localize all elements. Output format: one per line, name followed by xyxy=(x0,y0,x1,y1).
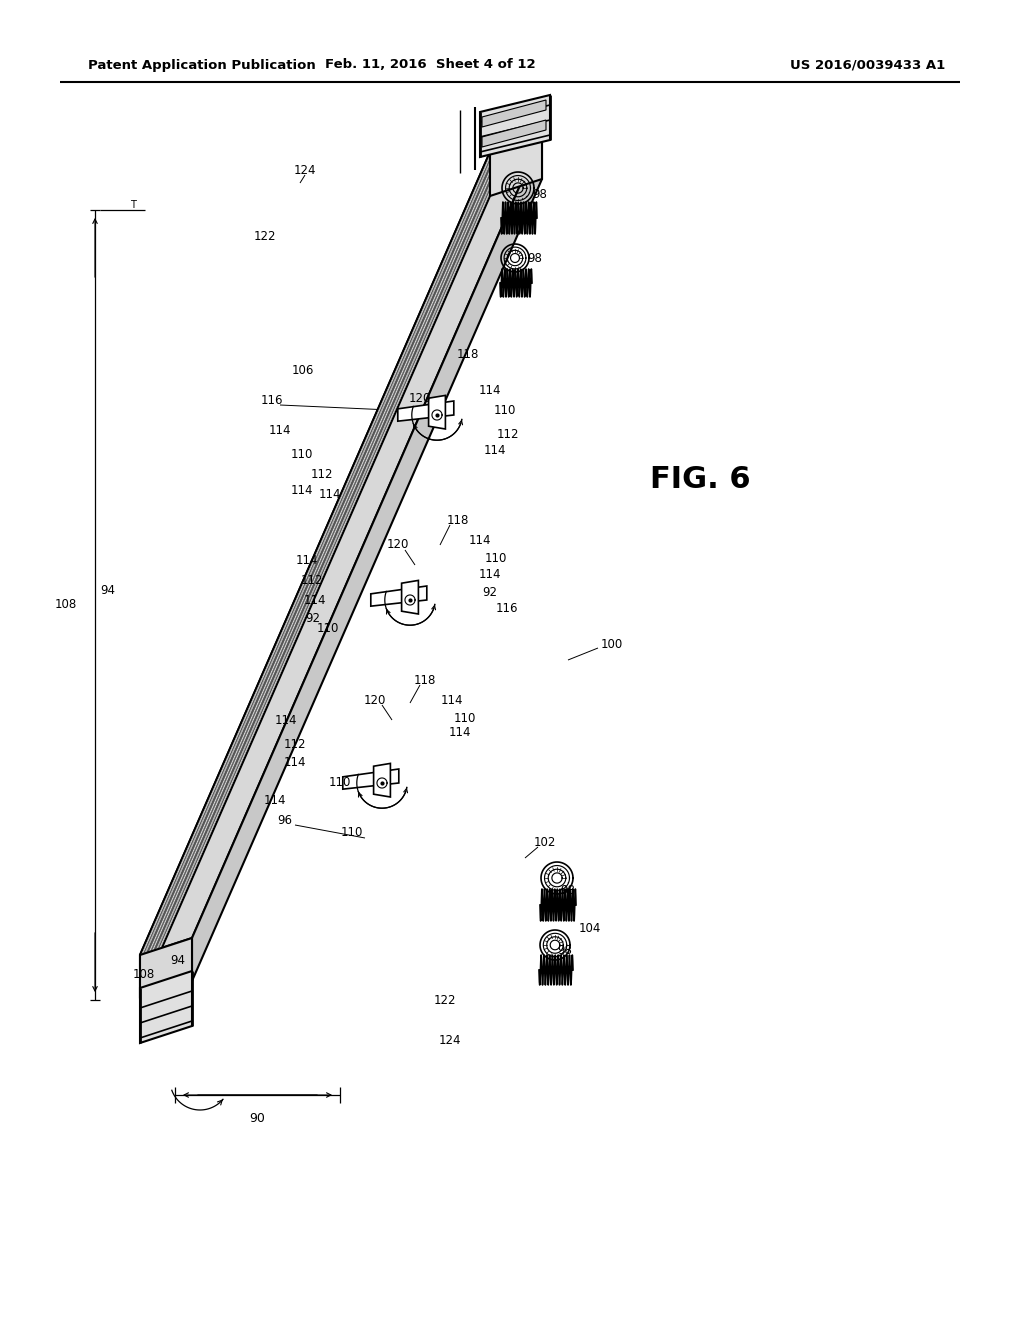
Text: 108: 108 xyxy=(54,598,77,611)
Text: 114: 114 xyxy=(274,714,297,726)
Text: 98: 98 xyxy=(527,252,543,264)
Text: 116: 116 xyxy=(261,393,284,407)
Text: 114: 114 xyxy=(469,533,492,546)
Text: 120: 120 xyxy=(387,539,410,552)
Text: 110: 110 xyxy=(484,552,507,565)
Text: 124: 124 xyxy=(294,164,316,177)
Polygon shape xyxy=(397,401,454,421)
Text: 120: 120 xyxy=(409,392,431,404)
Polygon shape xyxy=(482,120,546,147)
Text: 112: 112 xyxy=(301,573,324,586)
Text: 92: 92 xyxy=(305,611,321,624)
Text: 90: 90 xyxy=(249,1111,265,1125)
Text: T: T xyxy=(130,201,136,210)
Text: 104: 104 xyxy=(579,921,601,935)
Polygon shape xyxy=(374,763,390,797)
Text: 106: 106 xyxy=(292,363,314,376)
Text: 114: 114 xyxy=(291,483,313,496)
Text: US 2016/0039433 A1: US 2016/0039433 A1 xyxy=(790,58,945,71)
Text: 114: 114 xyxy=(479,569,502,582)
Text: 114: 114 xyxy=(479,384,502,396)
Text: 108: 108 xyxy=(133,969,155,982)
Polygon shape xyxy=(140,939,193,998)
Text: 96: 96 xyxy=(278,813,293,826)
Polygon shape xyxy=(401,581,419,614)
Polygon shape xyxy=(343,770,398,789)
Text: 116: 116 xyxy=(496,602,518,615)
Text: 110: 110 xyxy=(316,622,339,635)
Text: 124: 124 xyxy=(438,1034,461,1047)
Polygon shape xyxy=(482,100,546,127)
Text: 118: 118 xyxy=(457,348,479,362)
Text: 110: 110 xyxy=(454,711,476,725)
Text: 112: 112 xyxy=(284,738,306,751)
Text: 114: 114 xyxy=(264,793,287,807)
Text: 114: 114 xyxy=(268,424,291,437)
Text: 102: 102 xyxy=(534,836,556,849)
Polygon shape xyxy=(140,972,193,1043)
Text: 122: 122 xyxy=(434,994,457,1006)
Text: 114: 114 xyxy=(296,553,318,566)
Polygon shape xyxy=(140,135,542,954)
Text: 122: 122 xyxy=(254,231,276,243)
Polygon shape xyxy=(490,135,542,195)
Text: 120: 120 xyxy=(364,693,386,706)
Text: 110: 110 xyxy=(329,776,351,788)
Text: FIG. 6: FIG. 6 xyxy=(649,466,751,495)
Polygon shape xyxy=(140,152,490,998)
Text: 118: 118 xyxy=(414,673,436,686)
Text: 100: 100 xyxy=(601,639,624,652)
Text: 114: 114 xyxy=(318,488,341,502)
Polygon shape xyxy=(193,135,542,981)
Text: 112: 112 xyxy=(497,429,519,441)
Polygon shape xyxy=(429,396,445,429)
Text: 110: 110 xyxy=(341,826,364,840)
Text: 114: 114 xyxy=(440,693,463,706)
Text: 94: 94 xyxy=(170,953,185,966)
Text: Patent Application Publication: Patent Application Publication xyxy=(88,58,315,71)
Text: Feb. 11, 2016  Sheet 4 of 12: Feb. 11, 2016 Sheet 4 of 12 xyxy=(325,58,536,71)
Text: 114: 114 xyxy=(449,726,471,739)
Text: 98: 98 xyxy=(557,944,572,957)
Text: 98: 98 xyxy=(532,189,548,202)
Text: 114: 114 xyxy=(284,756,306,770)
Text: 94: 94 xyxy=(100,583,115,597)
Text: 114: 114 xyxy=(304,594,327,606)
Polygon shape xyxy=(371,586,427,606)
Text: 110: 110 xyxy=(494,404,516,417)
Text: 110: 110 xyxy=(291,449,313,462)
Text: 118: 118 xyxy=(446,513,469,527)
Text: 92: 92 xyxy=(482,586,498,599)
Text: 98: 98 xyxy=(560,883,575,896)
Text: 114: 114 xyxy=(483,444,506,457)
Polygon shape xyxy=(480,95,550,157)
Text: 112: 112 xyxy=(310,469,333,482)
